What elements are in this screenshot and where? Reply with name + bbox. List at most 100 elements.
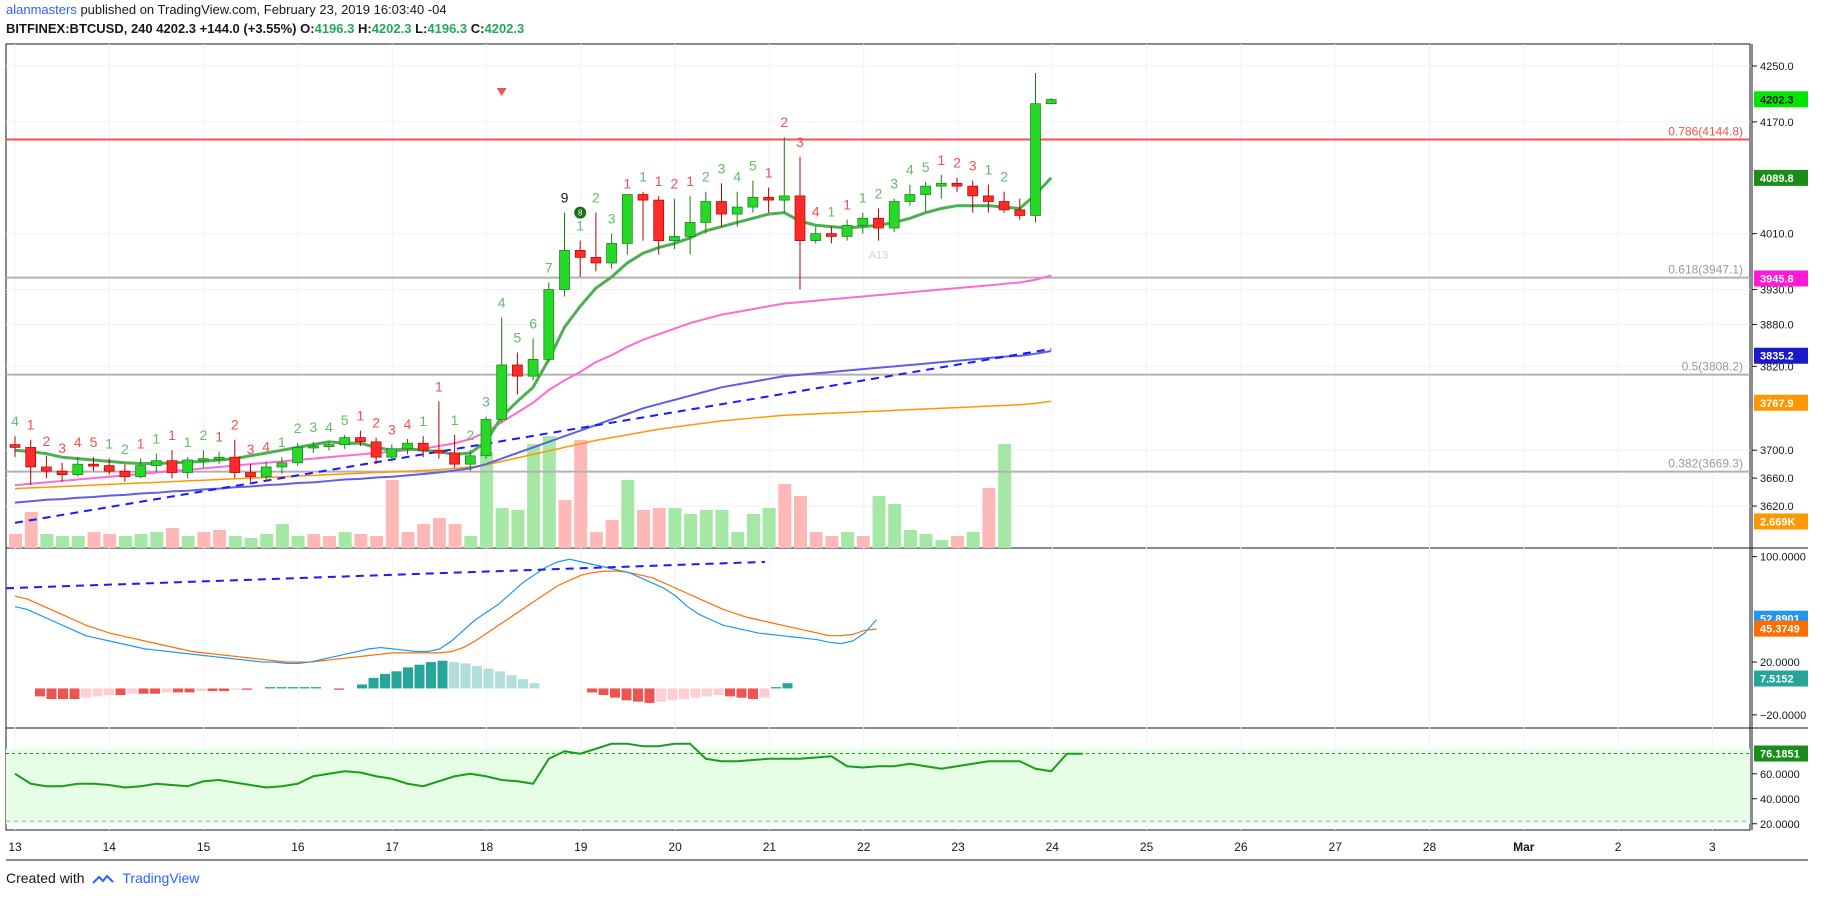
volume-bar [919, 534, 933, 548]
macd-histogram-bar [587, 688, 597, 693]
candle-body [857, 217, 869, 226]
macd-histogram-bar [288, 687, 298, 689]
candle-body [402, 442, 413, 450]
td-count-label: 3 [388, 422, 396, 438]
x-tick-label: 15 [197, 840, 211, 854]
perfection-marker [574, 206, 587, 219]
candle-body [983, 195, 994, 202]
volume-bar [856, 536, 870, 548]
volume-bar [71, 536, 85, 548]
volume-bar [417, 524, 431, 548]
macd-histogram-bar [506, 675, 517, 689]
td-count-label: 5 [341, 412, 349, 428]
td-count-label: 3 [969, 158, 977, 174]
y-tick-label: 20.0000 [1760, 657, 1800, 669]
y-tick-label: 4170.0 [1760, 117, 1794, 129]
tradingview-link[interactable]: TradingView [122, 870, 200, 886]
candle-body [307, 445, 319, 449]
candle-body [433, 449, 445, 454]
volume-bar [323, 536, 336, 548]
high-value: 4202.3 [371, 21, 412, 36]
macd-histogram-bar [368, 677, 379, 689]
sell-arrow-icon [496, 88, 507, 96]
macd-histogram-bar [449, 662, 459, 689]
published-text: published on TradingView.com, February 2… [80, 2, 447, 17]
volume-bar [825, 536, 839, 548]
td-count-label: 5 [514, 329, 522, 345]
macd-histogram-bar [748, 688, 758, 699]
volume-bar [260, 534, 274, 548]
volume-bar [621, 480, 635, 548]
candle-body [260, 466, 272, 478]
td-count-label: 1 [843, 197, 851, 213]
td-count-label: 1 [419, 413, 427, 429]
x-tick-label: 22 [857, 840, 871, 854]
td-count-label: 3 [890, 176, 898, 192]
candle-body [700, 201, 712, 223]
td-count-label: 3 [482, 394, 490, 410]
td-count-label: 1 [278, 434, 286, 450]
price-axis-tag-label: 4202.3 [1760, 94, 1794, 106]
volume-bar [213, 530, 227, 548]
macd-line [14, 558, 877, 664]
candle-body [794, 195, 806, 241]
macd-histogram-bar [265, 687, 275, 689]
macd-histogram-bar [299, 687, 310, 689]
candle-body [370, 441, 382, 458]
candle-body [998, 201, 1010, 211]
y-tick-label: 60.0000 [1760, 769, 1800, 781]
close-label: C: [470, 21, 485, 36]
macd-histogram-bar [115, 688, 126, 696]
candle-body [119, 470, 131, 478]
x-tick-label: 16 [291, 840, 305, 854]
td-count-label: 4 [812, 204, 820, 220]
td-count-label: 1 [985, 162, 993, 178]
candle-body [150, 460, 162, 466]
price-axis-tag-label: 3835.2 [1760, 351, 1794, 363]
td-count-label: 1 [137, 436, 145, 452]
candle-body [920, 185, 931, 195]
x-tick-label: 21 [763, 840, 777, 854]
td-count-label: 9 [561, 190, 569, 206]
td-count-label: 3 [58, 440, 66, 456]
td-count-label: 1 [937, 152, 945, 168]
candle-body [464, 455, 476, 465]
td-count-label: 1 [451, 412, 459, 428]
macd-histogram-bar [713, 688, 724, 696]
volume-bar [778, 484, 792, 548]
macd-histogram-bar [667, 688, 678, 701]
td-count-label: 4 [11, 413, 19, 429]
td-count-label: 2 [702, 169, 710, 185]
macd-histogram-bar [518, 679, 528, 689]
low-label: L: [415, 21, 428, 36]
price-axis-tag [1754, 347, 1808, 364]
author-link[interactable]: alanmasters [6, 2, 77, 17]
volume-bar [715, 510, 729, 548]
candle-body [1045, 99, 1057, 105]
price-axis-tag-label: 3945.8 [1760, 273, 1794, 285]
x-tick-label: 18 [480, 840, 494, 854]
candle-body [276, 462, 288, 468]
candle-body [88, 463, 99, 467]
volume-bar [872, 496, 886, 548]
td-count-label: 1 [27, 417, 35, 433]
td-count-label: 1 [576, 218, 584, 234]
volume-bar [731, 532, 745, 548]
macd-histogram-bar [495, 671, 505, 689]
volume-bar [888, 504, 902, 548]
macd-histogram-bar [633, 688, 643, 702]
macd-histogram-bar [403, 667, 413, 689]
td-count-label: 2 [1000, 169, 1008, 185]
countdown-marker: A13 [869, 250, 889, 262]
price-axis-tag [1754, 270, 1808, 287]
volume-bar [464, 536, 478, 548]
y-tick-label: 3660.0 [1760, 473, 1794, 485]
price-axis-tag [1754, 394, 1808, 411]
td-count-label: 2 [875, 185, 883, 201]
fib-level-label: 0.618(3947.1) [1668, 263, 1743, 277]
macd-histogram-bar [460, 663, 471, 689]
volume-bar [699, 510, 713, 548]
open-label: O: [300, 21, 315, 36]
macd-histogram-bar [426, 662, 436, 689]
